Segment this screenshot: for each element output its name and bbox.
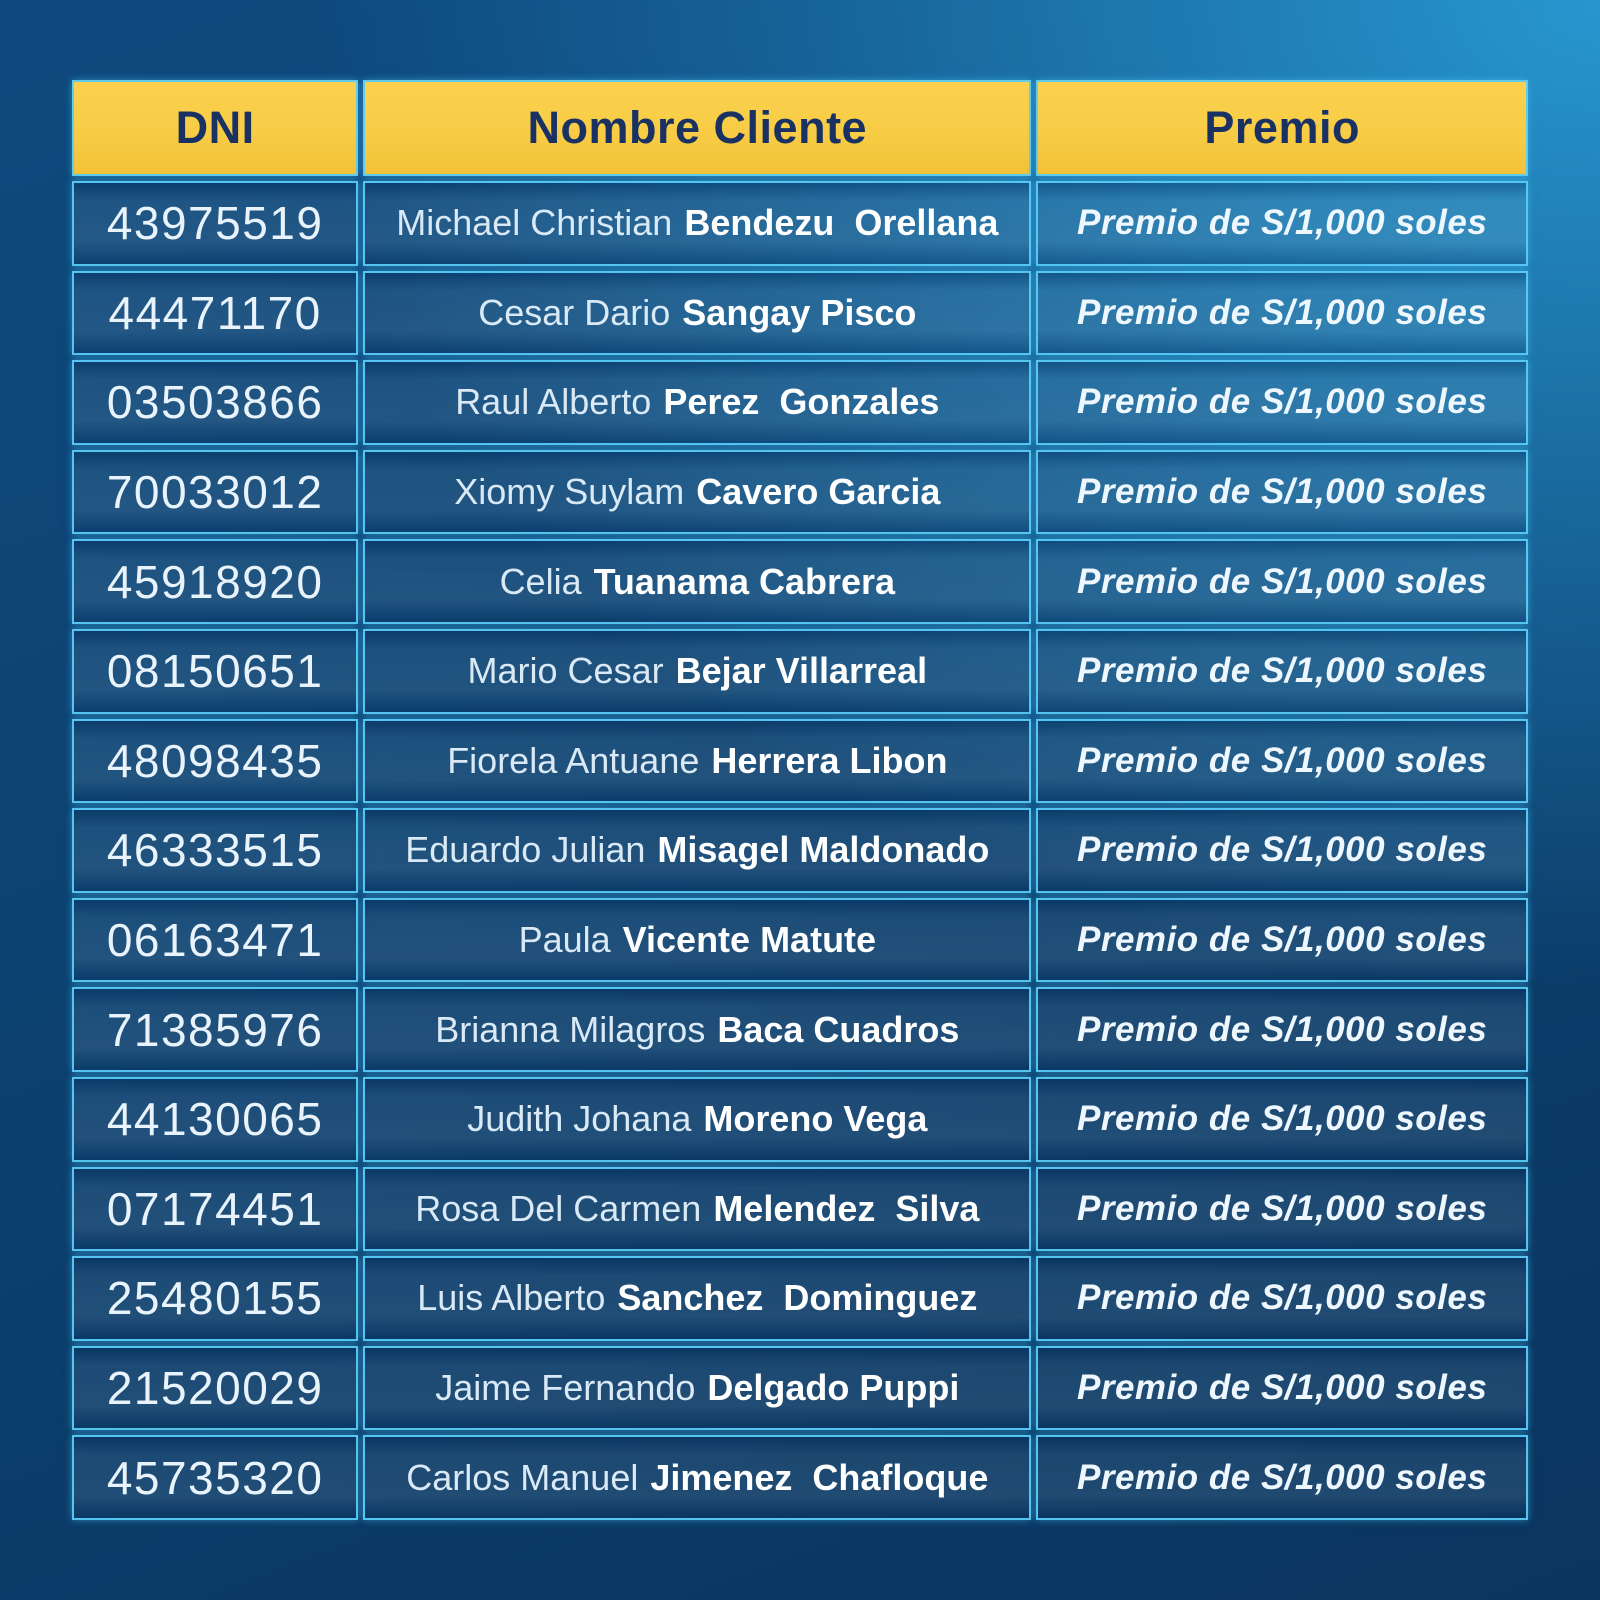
client-name-cell: Brianna Milagros Baca Cuadros bbox=[363, 987, 1032, 1072]
client-name-cell: Mario Cesar Bejar Villarreal bbox=[363, 628, 1032, 714]
client-first-name: Luis Alberto bbox=[417, 1277, 606, 1319]
prize-cell: Premio de S/1,000 soles bbox=[1036, 1345, 1528, 1431]
client-first-name: Michael Christian bbox=[396, 202, 673, 244]
client-first-name: Cesar Dario bbox=[478, 291, 671, 333]
dni-cell: 25480155 bbox=[72, 1256, 359, 1341]
prize-cell: Premio de S/1,000 soles bbox=[1036, 808, 1528, 893]
prize-cell: Premio de S/1,000 soles bbox=[1036, 539, 1528, 624]
dni-cell: 03503866 bbox=[72, 360, 359, 445]
client-name-cell: Raul Alberto Perez Gonzales bbox=[363, 360, 1032, 445]
dni-cell: 45735320 bbox=[72, 1435, 359, 1520]
table-row: 45918920 Celia Tuanama Cabrera Premio de … bbox=[72, 539, 1528, 624]
client-last-name: Vicente Matute bbox=[622, 919, 877, 961]
prize-cell: Premio de S/1,000 soles bbox=[1036, 449, 1528, 535]
header-row: DNI Nombre Cliente Premio bbox=[72, 80, 1528, 176]
client-last-name: Moreno Vega bbox=[703, 1098, 928, 1140]
dni-cell: 45918920 bbox=[72, 539, 359, 624]
table-row: 06163471 Paula Vicente Matute Premio de S… bbox=[72, 897, 1528, 983]
prize-cell: Premio de S/1,000 soles bbox=[1036, 360, 1528, 445]
client-name-cell: Carlos Manuel Jimenez Chafloque bbox=[363, 1435, 1032, 1520]
table-row: 08150651 Mario Cesar Bejar Villarreal Pre… bbox=[72, 628, 1528, 714]
dni-cell: 46333515 bbox=[72, 808, 359, 893]
dni-cell: 43975519 bbox=[72, 181, 359, 266]
client-first-name: Raul Alberto bbox=[455, 381, 652, 423]
dni-cell: 71385976 bbox=[72, 987, 359, 1072]
client-first-name: Judith Johana bbox=[467, 1098, 692, 1140]
header-dni: DNI bbox=[72, 80, 359, 176]
client-first-name: Xiomy Suylam bbox=[454, 471, 685, 513]
client-last-name: Jimenez Chafloque bbox=[650, 1456, 989, 1498]
client-name-cell: Fiorela Antuane Herrera Libon bbox=[363, 718, 1032, 804]
client-name-cell: Rosa Del Carmen Melendez Silva bbox=[363, 1166, 1032, 1252]
client-last-name: Cavero Garcia bbox=[696, 471, 941, 513]
client-name-cell: Jaime Fernando Delgado Puppi bbox=[363, 1345, 1032, 1431]
client-first-name: Carlos Manuel bbox=[406, 1456, 639, 1498]
prize-cell: Premio de S/1,000 soles bbox=[1036, 1435, 1528, 1520]
table-row: 03503866 Raul Alberto Perez Gonzales Prem… bbox=[72, 360, 1528, 445]
client-first-name: Rosa Del Carmen bbox=[415, 1187, 702, 1229]
table-row: 43975519 Michael Christian Bendezu Orella… bbox=[72, 181, 1528, 266]
table-row: 44471170 Cesar Dario Sangay Pisco Premio … bbox=[72, 270, 1528, 356]
client-first-name: Eduardo Julian bbox=[405, 829, 646, 871]
client-name-cell: Paula Vicente Matute bbox=[363, 897, 1032, 983]
prize-cell: Premio de S/1,000 soles bbox=[1036, 270, 1528, 356]
client-name-cell: Cesar Dario Sangay Pisco bbox=[363, 270, 1032, 356]
dni-cell: 06163471 bbox=[72, 897, 359, 983]
winners-table-header: DNI Nombre Cliente Premio bbox=[72, 80, 1528, 176]
table-row: 45735320 Carlos Manuel Jimenez Chafloque … bbox=[72, 1435, 1528, 1520]
client-first-name: Jaime Fernando bbox=[435, 1367, 696, 1409]
client-name-cell: Judith Johana Moreno Vega bbox=[363, 1076, 1032, 1162]
client-last-name: Sangay Pisco bbox=[682, 291, 917, 333]
client-first-name: Mario Cesar bbox=[467, 650, 664, 692]
table-row: 71385976 Brianna Milagros Baca Cuadros Pr… bbox=[72, 987, 1528, 1072]
client-last-name: Delgado Puppi bbox=[707, 1367, 960, 1409]
client-name-cell: Luis Alberto Sanchez Dominguez bbox=[363, 1256, 1032, 1341]
client-first-name: Paula bbox=[518, 919, 611, 961]
client-last-name: Melendez Silva bbox=[713, 1187, 980, 1229]
client-name-cell: Eduardo Julian Misagel Maldonado bbox=[363, 808, 1032, 893]
table-row: 44130065 Judith Johana Moreno Vega Premio… bbox=[72, 1076, 1528, 1162]
prize-cell: Premio de S/1,000 soles bbox=[1036, 1256, 1528, 1341]
dni-cell: 08150651 bbox=[72, 628, 359, 714]
prize-cell: Premio de S/1,000 soles bbox=[1036, 1076, 1528, 1162]
prize-cell: Premio de S/1,000 soles bbox=[1036, 628, 1528, 714]
client-last-name: Tuanama Cabrera bbox=[593, 560, 896, 602]
dni-cell: 44130065 bbox=[72, 1076, 359, 1162]
header-premio: Premio bbox=[1036, 80, 1528, 176]
client-last-name: Misagel Maldonado bbox=[657, 829, 990, 871]
dni-cell: 44471170 bbox=[72, 270, 359, 356]
client-name-cell: Celia Tuanama Cabrera bbox=[363, 539, 1032, 624]
prize-cell: Premio de S/1,000 soles bbox=[1036, 987, 1528, 1072]
winners-table-body: 43975519 Michael Christian Bendezu Orella… bbox=[72, 181, 1528, 1520]
client-last-name: Baca Cuadros bbox=[717, 1008, 960, 1050]
table-row: 46333515 Eduardo Julian Misagel Maldonado… bbox=[72, 808, 1528, 893]
dni-cell: 07174451 bbox=[72, 1166, 359, 1252]
client-last-name: Bendezu Orellana bbox=[684, 202, 999, 244]
dni-cell: 48098435 bbox=[72, 718, 359, 804]
client-last-name: Perez Gonzales bbox=[663, 381, 940, 423]
header-nombre-cliente: Nombre Cliente bbox=[363, 80, 1032, 176]
table-row: 07174451 Rosa Del Carmen Melendez Silva P… bbox=[72, 1166, 1528, 1252]
client-name-cell: Xiomy Suylam Cavero Garcia bbox=[363, 449, 1032, 535]
prize-cell: Premio de S/1,000 soles bbox=[1036, 1166, 1528, 1252]
dni-cell: 70033012 bbox=[72, 449, 359, 535]
table-row: 21520029 Jaime Fernando Delgado Puppi Pre… bbox=[72, 1345, 1528, 1431]
client-name-cell: Michael Christian Bendezu Orellana bbox=[363, 181, 1032, 266]
client-first-name: Fiorela Antuane bbox=[447, 739, 700, 781]
prize-cell: Premio de S/1,000 soles bbox=[1036, 718, 1528, 804]
client-first-name: Brianna Milagros bbox=[435, 1008, 706, 1050]
client-last-name: Bejar Villarreal bbox=[675, 650, 928, 692]
table-row: 48098435 Fiorela Antuane Herrera Libon Pr… bbox=[72, 718, 1528, 804]
dni-cell: 21520029 bbox=[72, 1345, 359, 1431]
table-row: 25480155 Luis Alberto Sanchez Dominguez P… bbox=[72, 1256, 1528, 1341]
prize-cell: Premio de S/1,000 soles bbox=[1036, 181, 1528, 266]
winners-table: DNI Nombre Cliente Premio 43975519 Micha… bbox=[67, 75, 1533, 1525]
client-first-name: Celia bbox=[499, 560, 582, 602]
prize-cell: Premio de S/1,000 soles bbox=[1036, 897, 1528, 983]
table-row: 70033012 Xiomy Suylam Cavero Garcia Premi… bbox=[72, 449, 1528, 535]
client-last-name: Sanchez Dominguez bbox=[617, 1277, 978, 1319]
client-last-name: Herrera Libon bbox=[711, 739, 948, 781]
